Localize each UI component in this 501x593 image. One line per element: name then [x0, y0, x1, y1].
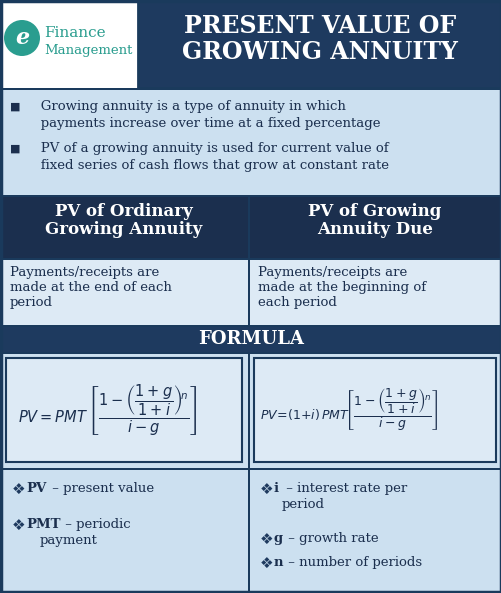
- Bar: [247, 258, 249, 325]
- Bar: [0, 0, 501, 88]
- Text: ❖: ❖: [260, 532, 273, 547]
- Text: payment: payment: [40, 534, 98, 547]
- Text: – growth rate: – growth rate: [284, 532, 378, 545]
- Text: $PV\!=\!(1{+}i)\,PMT\!\left[\dfrac{1-\left(\dfrac{1+g}{1+i}\right)^{\!n}}{i-g}\r: $PV\!=\!(1{+}i)\,PMT\!\left[\dfrac{1-\le…: [260, 387, 437, 433]
- Bar: [0, 0, 138, 88]
- Bar: [0, 258, 501, 260]
- Bar: [138, 0, 501, 88]
- Bar: [0, 352, 501, 468]
- Text: ❖: ❖: [12, 482, 26, 497]
- Text: PMT: PMT: [26, 518, 61, 531]
- Circle shape: [4, 20, 40, 56]
- Bar: [0, 0, 501, 2]
- Text: Payments/receipts are
made at the end of each
period: Payments/receipts are made at the end of…: [10, 266, 171, 309]
- Bar: [0, 258, 247, 325]
- Text: n: n: [274, 556, 283, 569]
- Bar: [247, 195, 249, 258]
- Text: GROWING ANNUITY: GROWING ANNUITY: [182, 40, 457, 64]
- Text: – number of periods: – number of periods: [284, 556, 421, 569]
- Bar: [254, 358, 495, 462]
- Bar: [0, 195, 247, 258]
- Text: Annuity Due: Annuity Due: [317, 221, 432, 238]
- Text: Finance: Finance: [44, 26, 105, 40]
- Bar: [247, 468, 249, 593]
- Text: Growing Annuity: Growing Annuity: [45, 221, 202, 238]
- Bar: [0, 468, 501, 470]
- Text: ■: ■: [10, 144, 21, 154]
- Text: payments increase over time at a fixed percentage: payments increase over time at a fixed p…: [28, 117, 380, 130]
- Text: period: period: [282, 498, 324, 511]
- Text: $PV = PMT\,\left[\dfrac{1-\left(\dfrac{1+g}{1+i}\right)^{\!n}}{i-g}\right]$: $PV = PMT\,\left[\dfrac{1-\left(\dfrac{1…: [18, 382, 197, 438]
- Text: – interest rate per: – interest rate per: [282, 482, 406, 495]
- Text: PV of a growing annuity is used for current value of: PV of a growing annuity is used for curr…: [28, 142, 388, 155]
- Text: FORMULA: FORMULA: [197, 330, 304, 348]
- Text: ❖: ❖: [260, 556, 273, 571]
- Bar: [0, 468, 501, 593]
- Bar: [6, 358, 241, 462]
- Text: – periodic: – periodic: [61, 518, 130, 531]
- Bar: [0, 88, 501, 90]
- Bar: [0, 352, 501, 354]
- Text: e: e: [15, 27, 29, 49]
- Text: ■: ■: [10, 102, 21, 112]
- Bar: [0, 195, 501, 197]
- Bar: [0, 325, 501, 327]
- Bar: [247, 258, 501, 325]
- Text: Growing annuity is a type of annuity in which: Growing annuity is a type of annuity in …: [28, 100, 345, 113]
- Text: PV of Growing: PV of Growing: [308, 203, 441, 220]
- Text: ❖: ❖: [12, 518, 26, 533]
- Text: fixed series of cash flows that grow at constant rate: fixed series of cash flows that grow at …: [28, 159, 388, 172]
- Bar: [0, 325, 501, 352]
- Text: Management: Management: [44, 44, 132, 57]
- Bar: [0, 88, 501, 195]
- Text: PV of Ordinary: PV of Ordinary: [55, 203, 192, 220]
- Text: PRESENT VALUE OF: PRESENT VALUE OF: [183, 14, 455, 38]
- Text: ❖: ❖: [260, 482, 273, 497]
- Text: – present value: – present value: [48, 482, 154, 495]
- Text: Payments/receipts are
made at the beginning of
each period: Payments/receipts are made at the beginn…: [258, 266, 425, 309]
- Bar: [247, 352, 249, 468]
- Text: g: g: [274, 532, 283, 545]
- Text: PV: PV: [26, 482, 46, 495]
- Text: i: i: [274, 482, 279, 495]
- Bar: [247, 195, 501, 258]
- Bar: [138, 0, 501, 88]
